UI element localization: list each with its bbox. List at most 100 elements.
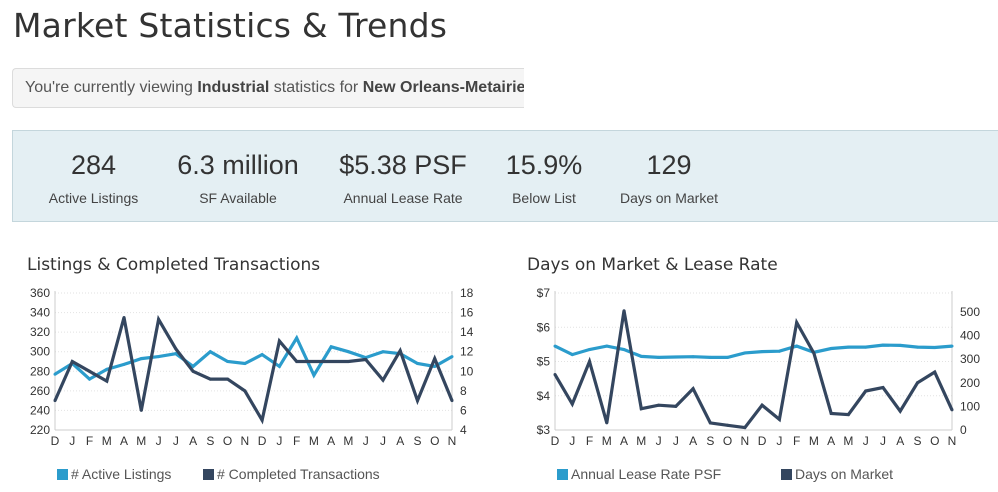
x-axis-tick-label: J [156,434,162,448]
page-title: Market Statistics & Trends [13,6,448,45]
left-axis-tick-label: $5 [537,355,551,369]
data-point [191,369,195,373]
x-axis-tick-label: A [896,434,904,448]
data-point [88,369,92,373]
legend-label: # Active Listings [71,466,172,482]
legend-item-days-on-market[interactable]: Days on Market [781,466,893,482]
data-point [743,426,747,430]
x-axis-tick-label: O [430,434,439,448]
data-point [795,344,799,348]
data-point [570,353,574,357]
data-point [105,367,109,371]
x-axis-tick-label: N [448,434,457,448]
left-axis-tick-label: 260 [30,384,50,398]
data-point [639,407,643,411]
right-axis-tick-label: 6 [460,403,467,417]
legend-swatch-icon [781,469,792,480]
stats-panel: 284 Active Listings 6.3 million SF Avail… [12,130,998,222]
x-axis-tick-label: A [620,434,628,448]
data-point [864,389,868,393]
x-axis-tick-label: A [120,434,128,448]
data-point [881,343,885,347]
left-axis-tick-label: $4 [537,389,551,403]
stat-value: 129 [646,150,692,180]
stat-sf-available: 6.3 million SF Available [165,150,311,206]
right-axis-tick-label: 10 [460,364,474,378]
data-point [381,378,385,382]
data-point [915,381,919,385]
viewing-context-bar: You're currently viewing Industrial stat… [12,68,524,108]
data-point [812,351,816,355]
data-point [346,360,350,363]
data-point [260,418,264,422]
data-point [312,373,316,377]
left-axis-tick-label: 320 [30,325,50,339]
x-axis-tick-label: D [758,434,767,448]
x-axis-tick-label: A [827,434,835,448]
legend-item-active-listings[interactable]: # Active Listings [57,466,171,482]
data-point [950,408,954,412]
x-axis-tick-label: J [880,434,886,448]
left-axis-tick-label: $6 [537,320,551,334]
data-point [760,403,764,407]
data-point [70,360,74,363]
data-point [553,372,557,376]
x-axis-tick-label: F [86,434,93,448]
left-axis-tick-label: 300 [30,345,50,359]
stat-value: 15.9% [505,150,583,180]
data-point [105,379,109,383]
x-axis-tick-label: N [948,434,957,448]
legend-swatch-icon [203,469,214,480]
series-line [54,334,453,382]
data-point [226,377,230,381]
x-axis-tick-label: F [793,434,800,448]
x-axis-tick-label: S [206,434,214,448]
legend-label: Days on Market [795,466,894,482]
data-point [674,404,678,408]
data-point [88,377,92,381]
right-axis-tick-label: 4 [460,423,467,437]
x-axis-tick-label: J [776,434,782,448]
data-point [260,353,264,357]
left-axis-tick-label: 360 [30,286,50,300]
x-axis-tick-label: M [136,434,146,448]
x-axis-tick-label: D [551,434,560,448]
viewing-middle: statistics for [269,79,363,96]
data-point [605,344,609,348]
x-axis-tick-label: S [706,434,714,448]
legend-label: Annual Lease Rate PSF [571,466,722,482]
legend-item-annual-lease-rate[interactable]: Annual Lease Rate PSF [557,466,721,482]
data-point [174,352,178,356]
left-axis-tick-label: 240 [30,403,50,417]
x-axis-tick-label: M [809,434,819,448]
x-axis-tick-label: A [396,434,404,448]
right-axis-tick-label: 12 [460,345,474,359]
legend-swatch-icon [557,469,568,480]
data-point [605,421,609,425]
legend-item-completed-transactions[interactable]: # Completed Transactions [203,466,380,482]
data-point [743,351,747,355]
left-axis-tick-label: $7 [537,286,551,300]
data-point [829,346,833,350]
x-axis-tick-label: O [723,434,732,448]
data-point [674,355,678,359]
data-point [243,389,247,393]
data-point [415,399,419,403]
x-axis-tick-label: M [636,434,646,448]
right-axis-tick-label: 8 [460,384,467,398]
x-axis-tick-label: J [173,434,179,448]
data-point [312,360,316,363]
x-axis-tick-label: O [223,434,232,448]
data-point [846,345,850,349]
data-point [295,336,299,340]
market-name: New Orleans-Metairie [362,79,524,96]
stat-value: 6.3 million [177,150,299,180]
data-point [588,348,592,352]
x-axis-tick-label: N [741,434,750,448]
x-axis-tick-label: M [309,434,319,448]
x-axis-tick-label: S [913,434,921,448]
x-axis-tick-label: J [863,434,869,448]
data-point [433,357,437,361]
data-point [295,360,299,363]
data-point [122,362,126,366]
